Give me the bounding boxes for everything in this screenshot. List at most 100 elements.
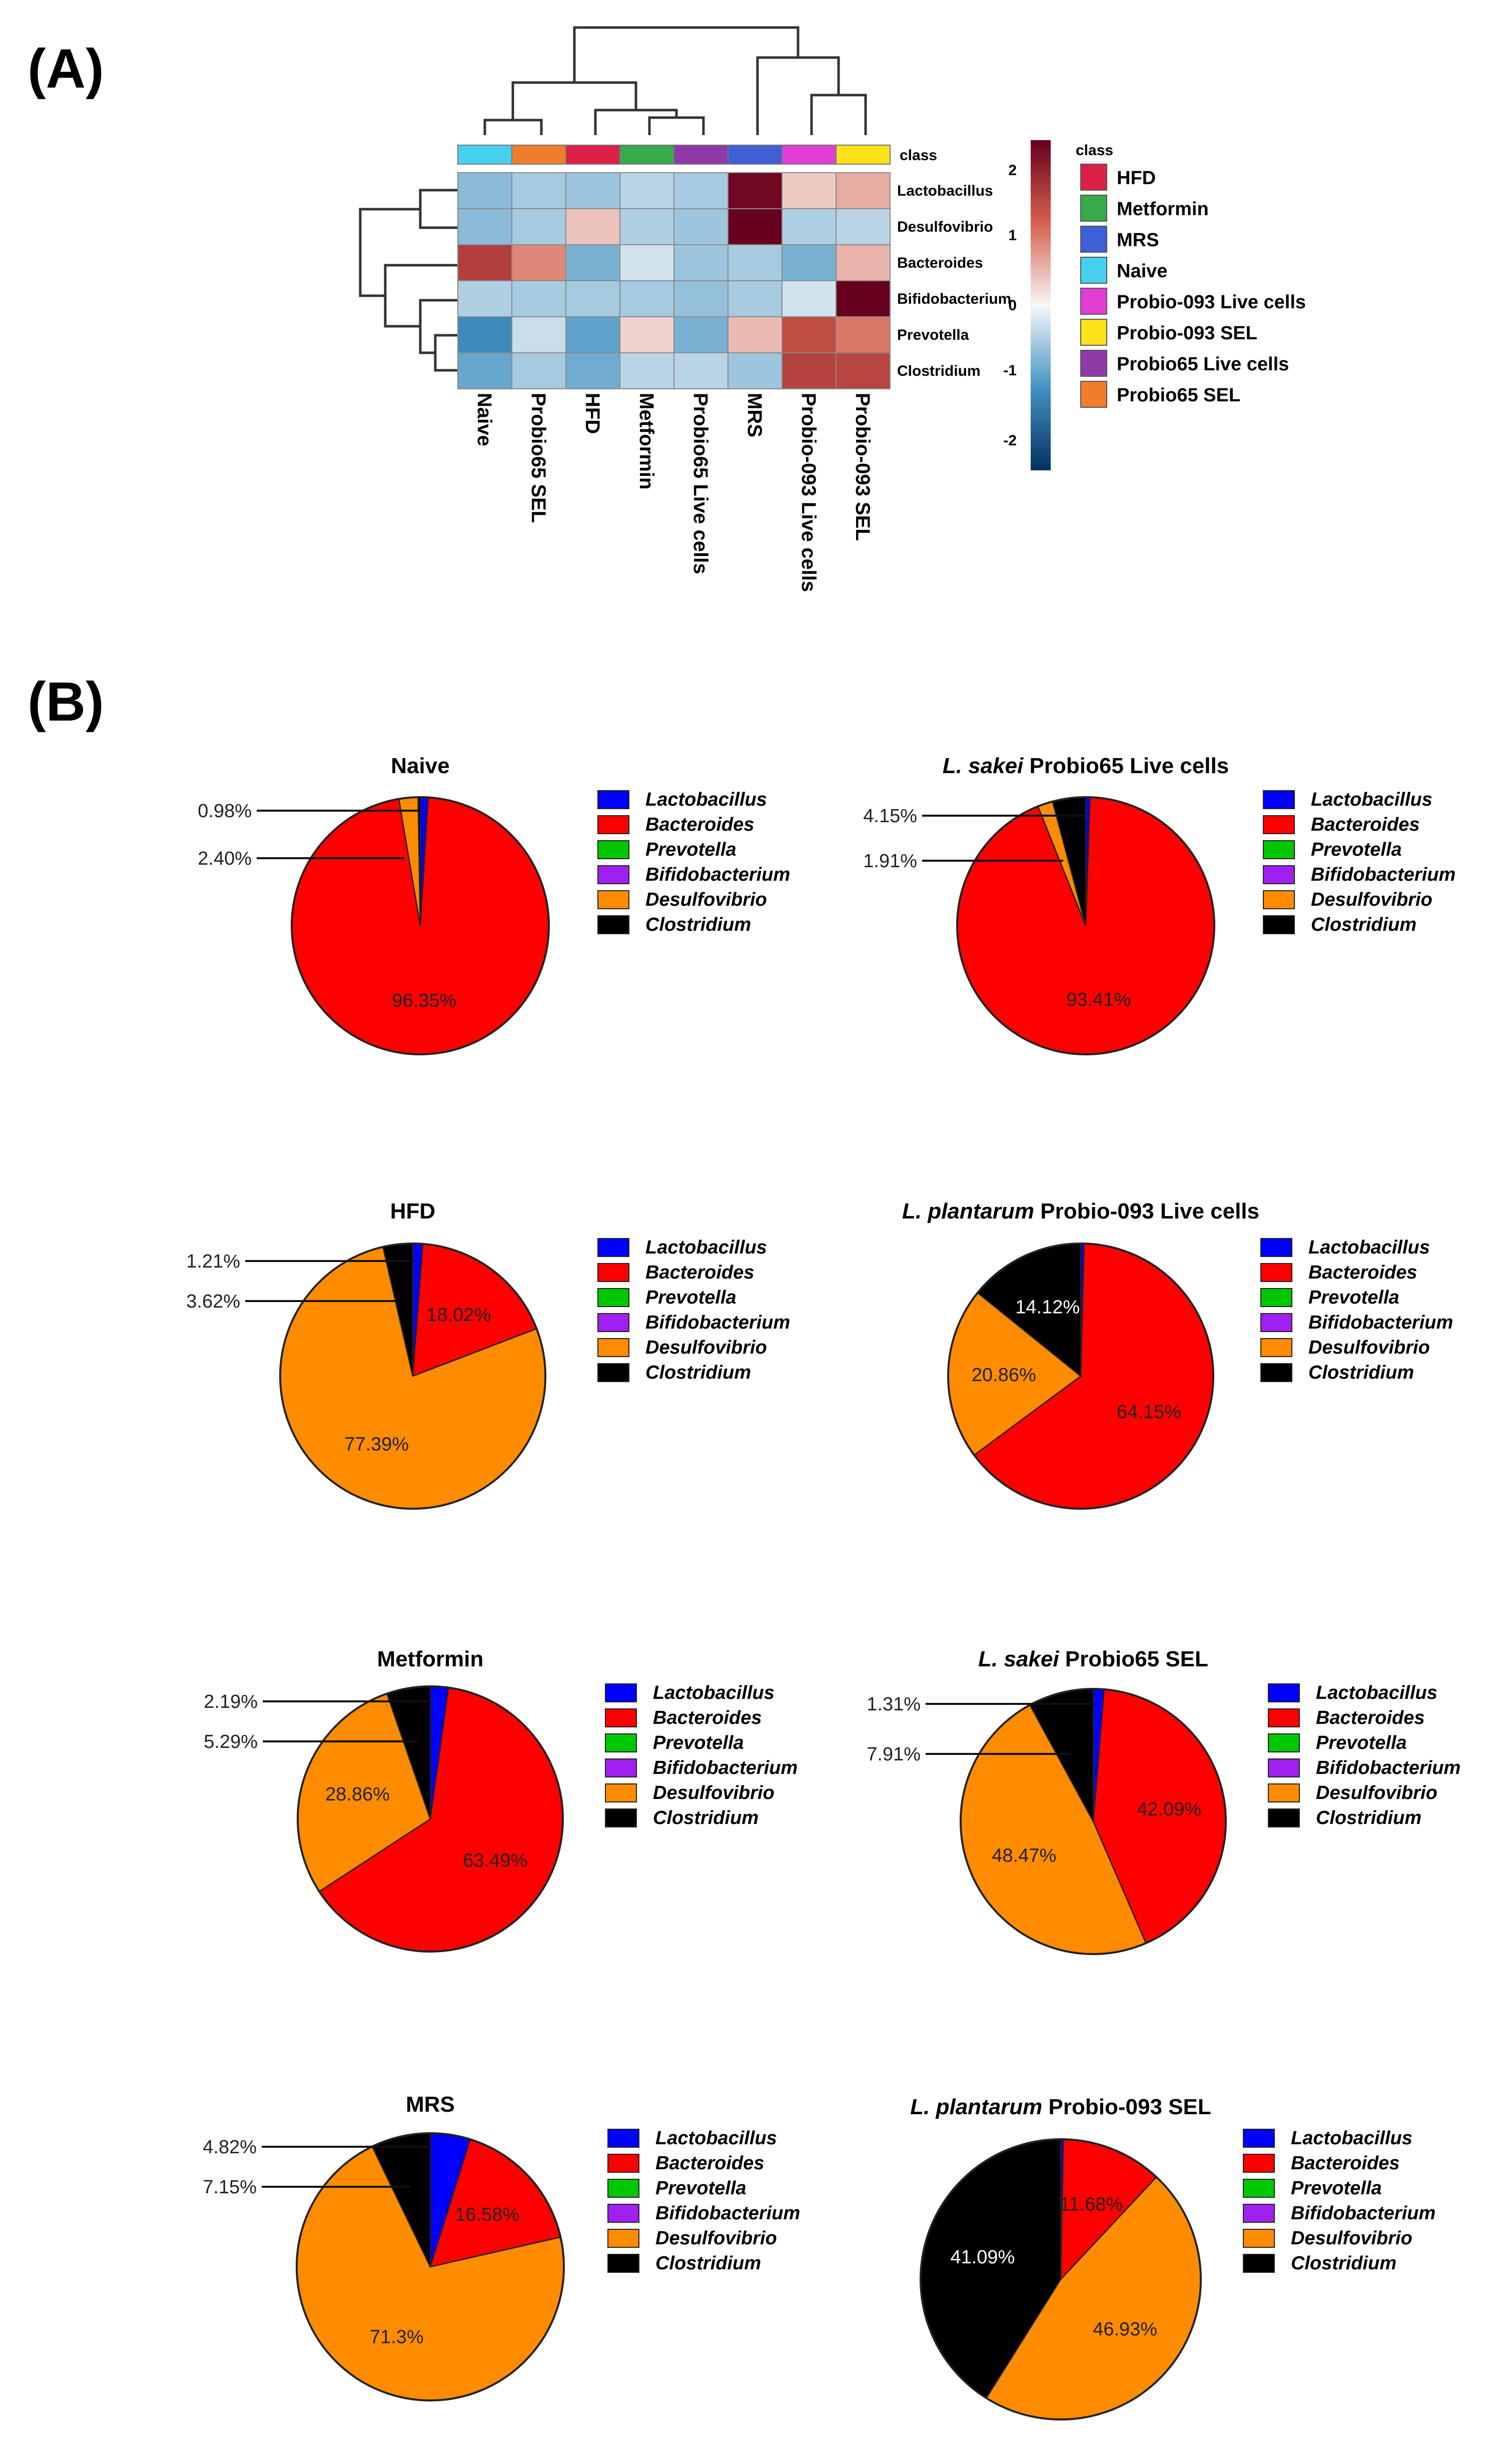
pie-legend-label: Desulfovibrio — [1308, 1337, 1430, 1358]
heatmap-cell — [565, 280, 620, 317]
heatmap-cell — [457, 316, 512, 353]
class-bar-cell — [619, 145, 674, 165]
pie-legend-label: Desulfovibrio — [645, 1337, 767, 1358]
heatmap-column-labels: Naive Probio65 SEL HFD Metformin Probio65 Li… — [473, 393, 874, 592]
pie-legend-swatch — [1263, 865, 1295, 884]
pie-legend-label: Prevotella — [645, 1287, 736, 1308]
heatmap-column-label: Metformin — [635, 393, 657, 489]
pie-callout-label: 7.15% — [203, 2177, 257, 2198]
pie-legend-label: Bacteroides — [1308, 1262, 1417, 1283]
pie-legend-label: Bacteroides — [645, 814, 755, 835]
pie-legend-swatch — [597, 790, 629, 809]
pie-data-label: 11.68% — [1060, 2194, 1123, 2215]
pie-callout-label: 1.21% — [186, 1251, 240, 1272]
heatmap-row-label: Clostridium — [897, 363, 981, 379]
pie-data-label: 14.12% — [1015, 1297, 1080, 1318]
heatmap-cell — [619, 244, 674, 281]
pie-legend-label: Prevotella — [1291, 2178, 1382, 2199]
pie-data-label: 77.39% — [344, 1434, 409, 1455]
pie-data-label: 93.41% — [1066, 989, 1131, 1010]
heatmap-column-label: Probio65 Live cells — [689, 393, 711, 574]
panel-label-b: (B) — [28, 671, 104, 733]
pie-data-label: 28.86% — [325, 1784, 390, 1805]
class-legend-swatch — [1080, 350, 1107, 377]
heatmap-cell — [727, 172, 783, 209]
heatmap-cell — [673, 352, 728, 389]
heatmap-column-label: Probio-093 SEL — [852, 393, 874, 541]
pie-legend-swatch — [597, 915, 629, 934]
pie-title: L. sakei Probio65 SEL — [978, 1647, 1208, 1671]
heatmap-cell — [457, 280, 512, 317]
heatmap-cell — [727, 352, 783, 389]
pie-legend-label: Clostridium — [1316, 1807, 1421, 1828]
pie-legend-label: Bacteroides — [1316, 1707, 1425, 1728]
pie-legend-swatch — [1268, 1758, 1300, 1777]
heatmap-cell — [619, 280, 674, 317]
pie-title: Naive — [391, 754, 449, 778]
heatmap-cell — [836, 352, 891, 389]
pie-legend-label: Bifidobacterium — [645, 864, 790, 885]
pie-legend-swatch — [597, 1263, 629, 1282]
pie-data-label: 64.15% — [1117, 1402, 1181, 1423]
heatmap-row-label: Bacteroides — [897, 255, 983, 271]
pie-legend-label: Lactobacillus — [655, 2128, 777, 2149]
pie-outline — [296, 2132, 565, 2401]
pie-legend-label: Clostridium — [653, 1807, 759, 1828]
pie-legend-swatch — [605, 1758, 637, 1777]
pie-callout-label: 4.15% — [863, 806, 917, 827]
heatmap-column-label: HFD — [581, 393, 603, 434]
pie-legend-swatch — [1260, 1263, 1292, 1282]
pie-callout-label: 2.19% — [204, 1691, 258, 1712]
pie-outline — [960, 1688, 1227, 1955]
pie-data-label: 42.09% — [1137, 1799, 1201, 1820]
heatmap-cell — [511, 352, 566, 389]
pie-chart: L. sakei Probio65 Live cells 93.41% 4.15% 1… — [863, 754, 1455, 1055]
pie-outline — [920, 2138, 1202, 2420]
pie-chart: HFD 18.02% 77.39% 1.21% 3.62% Lactobacillus Ba… — [186, 1199, 790, 1510]
pie-title: HFD — [390, 1199, 435, 1223]
heatmap-cell — [727, 280, 783, 317]
pie-data-label: 20.86% — [972, 1365, 1036, 1386]
heatmap-cell — [565, 244, 620, 281]
pie-chart: L. plantarum Probio-093 SEL 11.68% 46.93% 4… — [910, 2095, 1435, 2420]
pie-title-species: L. plantarum — [902, 1199, 1040, 1223]
pie-chart: L. plantarum Probio-093 Live cells 64.15%… — [902, 1199, 1453, 1510]
heatmap-cell — [727, 316, 783, 353]
pie-title-group: Probio-093 Live cells — [1040, 1199, 1259, 1223]
pie-data-label: 18.02% — [426, 1305, 491, 1326]
panel-label-a: (A) — [28, 38, 104, 100]
class-color-bar — [457, 145, 891, 165]
heatmap-cell — [673, 280, 728, 317]
class-legend: HFD Metformin MRS Naive Probio-093 Live cell… — [1080, 164, 1306, 408]
pie-legend-swatch — [597, 1238, 629, 1257]
heatmap-row-label: Bifidobacterium — [897, 291, 1011, 307]
heatmap-cell — [511, 208, 566, 245]
pie-legend-swatch — [1263, 890, 1295, 909]
pie-callout-label: 0.98% — [198, 801, 252, 822]
pie-legend-label: Lactobacillus — [1291, 2128, 1412, 2149]
pie-legend-swatch — [597, 865, 629, 884]
pie-legend-label: Lactobacillus — [653, 1682, 775, 1703]
pie-legend-swatch — [607, 2204, 639, 2223]
pie-legend-swatch — [1243, 2129, 1275, 2148]
pie-legend-label: Prevotella — [1308, 1287, 1399, 1308]
pie-data-label: 46.93% — [1093, 2319, 1157, 2340]
pie-legend-swatch — [597, 1363, 629, 1382]
pie-legend-swatch — [1260, 1238, 1292, 1257]
pie-legend-label: Clostridium — [655, 2253, 761, 2274]
heatmap-column-label: MRS — [743, 393, 766, 437]
class-bar-cell — [727, 145, 783, 165]
heatmap-cell — [836, 208, 891, 245]
pie-callout-label: 4.82% — [203, 2137, 257, 2158]
heatmap-cell — [619, 208, 674, 245]
pie-legend-label: Bacteroides — [1291, 2153, 1400, 2174]
heatmap-cell — [673, 316, 728, 353]
pie-legend-label: Desulfovibrio — [1311, 889, 1432, 910]
pie-outline — [956, 796, 1215, 1055]
pie-legend-label: Bifidobacterium — [1291, 2203, 1435, 2224]
pie-legend-swatch — [607, 2229, 639, 2248]
pie-legend-swatch — [1268, 1683, 1300, 1702]
pie-legend-swatch — [605, 1708, 637, 1727]
class-legend-swatch — [1080, 319, 1107, 346]
pie-legend-swatch — [1243, 2229, 1275, 2248]
